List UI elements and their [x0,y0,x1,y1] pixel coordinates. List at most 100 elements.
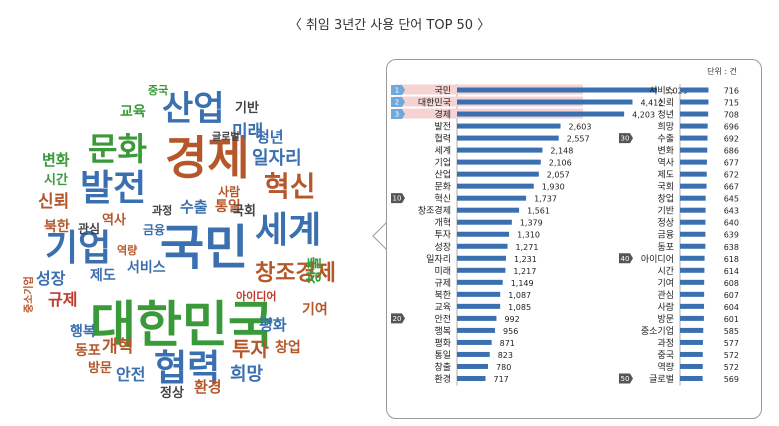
word-cloud-word: 역량 [117,243,137,257]
word-cloud-word: 금융 [143,222,165,237]
word-cloud-word: 창출 [305,256,323,284]
rank-badge: 50 [619,373,633,384]
bar [457,183,534,189]
category-label: 일자리 [426,254,451,265]
value-label: 638 [724,243,739,252]
category-label: 안전 [434,314,451,325]
word-cloud-word: 북한 [44,219,70,235]
value-label: 696 [724,123,739,132]
bar [680,171,707,177]
word-cloud-word: 행복 [70,324,96,340]
category-label: 환경 [434,373,451,385]
word-cloud-word: 혁신 [264,170,316,203]
word-cloud-word: 기업 [45,228,111,269]
word-cloud-word: 청년 [256,128,284,146]
bar [680,183,707,189]
value-label: 2,148 [550,147,573,156]
bar [680,135,708,141]
word-cloud-word: 발전 [80,168,146,209]
word-cloud-word: 글로벌 [212,130,240,143]
rank-badge: 40 [619,253,633,264]
word-cloud-word: 대한민국 [90,296,274,354]
rank-badge-label: 10 [393,195,402,203]
bar [680,123,708,129]
bar [457,111,625,117]
value-label: 677 [724,159,739,168]
value-label: 871 [500,339,515,348]
value-label: 2,603 [569,123,592,132]
word-cloud-word: 경제 [165,131,250,185]
word-cloud-word: 안전 [116,365,145,384]
value-label: 780 [496,363,511,372]
value-label: 672 [724,171,739,180]
ranking-panel: 단위 : 건 국민 5,029 대한민국 4,412 경제 4,203 발전 2,603 협력 2,… [386,59,762,419]
word-cloud-word: 기반 [235,100,259,116]
bar [680,219,706,225]
bar [457,339,492,345]
bar [457,243,508,249]
word-cloud-word: 역사 [102,212,126,228]
bar [457,255,506,261]
value-label: 1,217 [513,267,536,276]
category-label: 시간 [657,266,674,277]
category-label: 중소기업 [641,326,674,337]
bar [680,363,703,369]
value-label: 1,231 [514,255,537,264]
word-cloud-word: 국회 [232,203,256,219]
bar [680,87,709,93]
value-label: 572 [724,363,739,372]
category-label: 사람 [657,301,674,313]
category-label: 역량 [657,361,674,373]
bar [457,219,512,225]
bar [680,339,703,345]
category-label: 수출 [657,134,674,145]
value-label: 607 [724,291,739,300]
value-label: 614 [724,267,739,276]
bar [457,195,527,201]
word-cloud-word: 신뢰 [38,192,69,212]
word-cloud-word: 협력 [154,348,220,389]
value-label: 577 [724,339,739,348]
category-label: 서비스 [649,86,674,97]
value-label: 4,203 [632,111,655,120]
bar [680,147,708,153]
category-label: 과정 [657,338,674,349]
word-cloud-word: 과정 [152,203,172,217]
category-label: 기업 [434,158,451,169]
category-label: 동포 [657,242,674,253]
value-label: 608 [724,279,739,288]
category-label: 창업 [657,194,674,205]
rank-badge-label: 2 [395,99,399,107]
category-label: 산업 [434,170,451,181]
bar [457,99,633,105]
rank-badge-label: 20 [393,315,402,323]
category-label: 대한민국 [418,98,451,109]
bar [457,363,489,369]
word-cloud-word: 문화 [88,130,147,168]
category-label: 개혁 [434,218,451,229]
word-cloud-word: 제도 [90,268,116,284]
category-label: 희망 [657,121,674,133]
category-label: 정상 [657,218,674,229]
value-label: 1,930 [542,183,565,192]
word-cloud-word: 변화 [42,151,70,169]
word-cloud-word: 국민 [160,220,248,276]
value-label: 1,310 [517,231,540,240]
word-cloud-word: 서비스 [127,260,166,276]
category-label: 방문 [657,314,674,325]
bar [680,159,707,165]
word-cloud-word: 기여 [302,301,328,318]
value-label: 1,087 [508,291,531,300]
word-cloud-word: 성장 [36,269,66,288]
category-label: 창조경제 [418,205,451,217]
bar [457,207,520,213]
value-label: 2,057 [547,171,570,180]
value-label: 572 [724,351,739,360]
rank-badge-label: 1 [395,87,399,95]
word-cloud-word: 투자 [232,337,269,361]
bar [680,291,705,297]
word-cloud-word: 개혁 [102,336,133,357]
category-label: 중국 [657,350,674,361]
category-label: 역사 [657,158,674,169]
value-label: 5,029 [665,87,688,96]
